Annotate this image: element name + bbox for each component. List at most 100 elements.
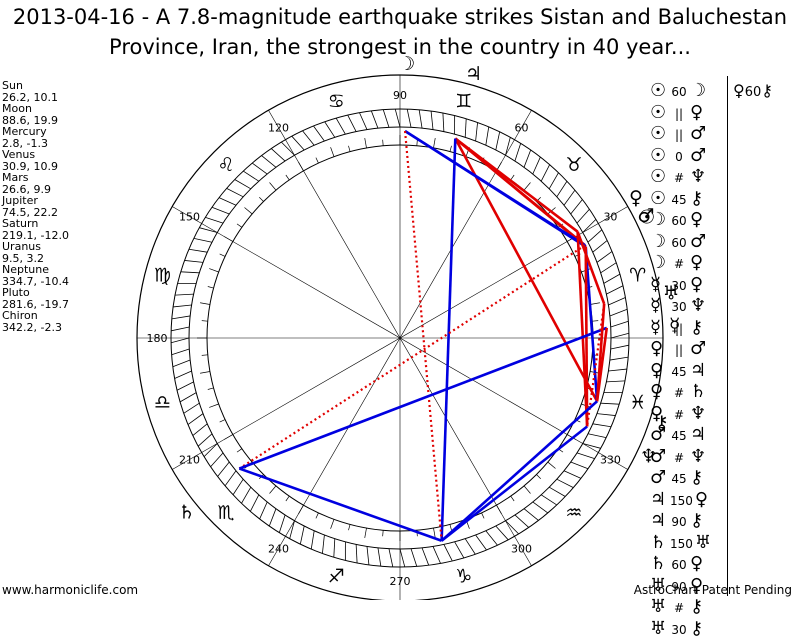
band-tick: [577, 453, 595, 459]
aspect-row: ☿30♀: [650, 274, 730, 296]
band-tick: [597, 251, 612, 262]
aspect-row: ♀#♄: [650, 381, 730, 403]
aspect-angle: 30: [670, 620, 688, 641]
band-tick: [564, 471, 581, 479]
band-tick: [198, 434, 212, 446]
aspect-row: ☽60♂: [650, 231, 730, 253]
band-tick: [205, 217, 223, 223]
aspect-angle: 60: [670, 82, 688, 104]
aspect-row: ♀||♂: [650, 338, 730, 360]
degree-tick: [524, 182, 530, 190]
aspect-planet-glyph: ☿: [650, 317, 670, 339]
band-tick: [219, 198, 236, 206]
band-tick: [541, 165, 549, 182]
band-tick: [476, 123, 478, 141]
band-tick: [411, 549, 417, 567]
aspect-planet-glyph: ♆: [690, 166, 706, 187]
aspect-angle: 60: [670, 555, 688, 577]
aspect-angle: 30: [670, 297, 688, 319]
zodiac-sign-glyph: ♋: [328, 90, 345, 112]
band-tick: [184, 403, 200, 413]
band-tick: [212, 207, 229, 214]
band-tick: [311, 531, 314, 549]
band-tick: [189, 249, 207, 252]
band-tick: [243, 171, 259, 181]
aspect-planet-glyph: ☉: [650, 166, 670, 188]
band-tick: [611, 333, 629, 338]
aspect-angle: #: [670, 405, 688, 427]
aspect-row: ☉45⚷: [650, 188, 730, 210]
band-tick: [336, 118, 345, 134]
band-tick: [422, 548, 429, 565]
aspect-row: ♂45⚷: [650, 467, 730, 489]
band-tick: [181, 272, 200, 273]
aspect-row: ☉60☽: [650, 80, 730, 102]
degree-tick: [209, 404, 218, 407]
aspect-angle: #: [670, 448, 688, 470]
band-tick: [233, 479, 243, 495]
band-tick: [465, 539, 475, 555]
aspect-angle: 0: [670, 147, 688, 169]
aspect-line: [405, 131, 442, 541]
band-tick: [235, 179, 251, 188]
degree-tick: [592, 321, 598, 322]
band-tick: [172, 316, 190, 319]
aspect-row: ♀#♆: [650, 403, 730, 425]
aspect-angle: #: [670, 383, 688, 405]
aspect-planet-glyph: ⚷: [690, 596, 703, 617]
aspect-planet-glyph: ☽: [650, 231, 670, 253]
aspect-line: [405, 131, 585, 245]
band-tick: [389, 549, 393, 567]
zodiac-sign-glyph: ♊: [455, 90, 472, 112]
band-tick: [359, 113, 367, 130]
aspect-angle: 60: [670, 211, 688, 233]
degree-tick: [383, 140, 384, 146]
aspect-row: ☉||♀: [650, 102, 730, 124]
degree-tick: [450, 146, 452, 152]
band-tick: [371, 111, 378, 128]
aspect-planet-glyph: ☉: [650, 145, 670, 167]
band-tick: [325, 122, 335, 138]
band-tick: [395, 109, 400, 127]
aspect-planet-glyph: ☽: [650, 252, 670, 274]
band-tick: [419, 110, 422, 128]
band-tick: [172, 349, 190, 355]
degree-tick: [482, 513, 485, 518]
aspect-planet-glyph: ♂: [650, 424, 670, 446]
band-tick: [199, 228, 217, 233]
aspect-planet-glyph: ☉: [650, 188, 670, 210]
degree-tick: [331, 147, 334, 156]
band-tick: [290, 521, 295, 539]
degree-tick: [331, 519, 334, 528]
aspect-planet-glyph: ♂: [650, 446, 670, 468]
band-tick: [496, 526, 508, 540]
aspect-planet-glyph: ⚷: [690, 467, 703, 488]
degree-tick: [434, 138, 436, 148]
band-tick: [557, 181, 567, 197]
aspect-planet-glyph: ♀: [650, 381, 670, 403]
band-tick: [252, 163, 267, 174]
footer-website[interactable]: www.harmoniclife.com: [2, 583, 138, 597]
aspect-planet-glyph: ♂: [690, 338, 706, 359]
band-tick: [571, 200, 583, 214]
degree-tick: [590, 303, 600, 305]
aspect-row: ☿||⚷: [650, 317, 730, 339]
band-tick: [486, 531, 498, 545]
aspect-angle: 60: [745, 85, 762, 100]
degree-tick: [348, 146, 350, 152]
zodiac-sign-glyph: ♏: [218, 502, 235, 524]
degree-tick: [286, 175, 289, 180]
degree-tick: [383, 530, 384, 536]
degree-label: 150: [179, 211, 200, 224]
aspect-row: ☽#♀: [650, 252, 730, 274]
degree-tick: [286, 496, 289, 501]
band-tick: [465, 119, 466, 138]
degree-label: 300: [511, 542, 532, 555]
degree-label: 30: [603, 211, 617, 224]
aspect-planet-glyph: ♀: [650, 338, 670, 360]
aspect-planet-glyph: ⚷: [761, 81, 773, 100]
band-tick: [597, 414, 615, 416]
aspect-angle: ||: [670, 104, 688, 126]
band-tick: [218, 462, 230, 476]
aspect-angle: 45: [670, 362, 688, 384]
